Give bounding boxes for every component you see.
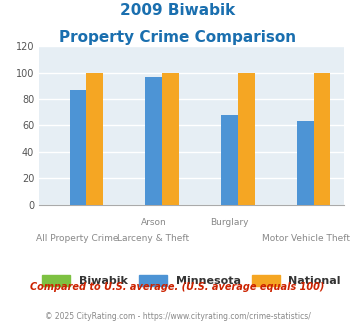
Bar xyxy=(314,73,331,205)
Text: Compared to U.S. average. (U.S. average equals 100): Compared to U.S. average. (U.S. average … xyxy=(30,282,325,292)
Bar xyxy=(297,121,314,205)
Text: Larceny & Theft: Larceny & Theft xyxy=(118,234,190,243)
Text: All Property Crime: All Property Crime xyxy=(36,234,119,243)
Bar xyxy=(221,115,238,205)
Text: 2009 Biwabik: 2009 Biwabik xyxy=(120,3,235,18)
Text: Motor Vehicle Theft: Motor Vehicle Theft xyxy=(262,234,350,243)
Text: © 2025 CityRating.com - https://www.cityrating.com/crime-statistics/: © 2025 CityRating.com - https://www.city… xyxy=(45,312,310,321)
Text: Burglary: Burglary xyxy=(211,218,249,227)
Legend: Biwabik, Minnesota, National: Biwabik, Minnesota, National xyxy=(38,270,345,291)
Bar xyxy=(238,73,255,205)
Text: Arson: Arson xyxy=(141,218,166,227)
Bar xyxy=(86,73,103,205)
Bar xyxy=(70,90,86,205)
Text: Property Crime Comparison: Property Crime Comparison xyxy=(59,30,296,45)
Bar xyxy=(146,77,162,205)
Bar xyxy=(162,73,179,205)
